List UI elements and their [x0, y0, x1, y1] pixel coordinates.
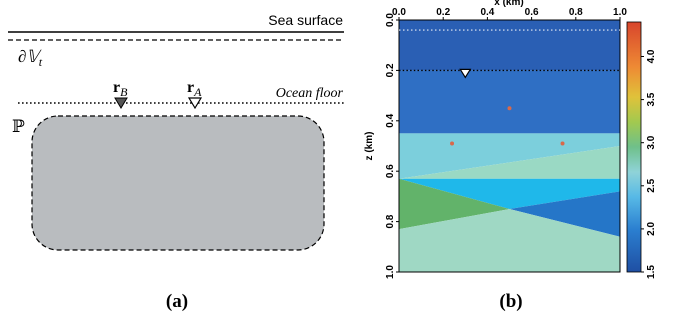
colorbar	[626, 21, 642, 273]
colorbar-tick-label: 2.0	[646, 222, 657, 236]
y-tick-label: 1.0	[385, 265, 396, 279]
sediment-layer	[399, 70, 620, 134]
colorbar-ticks: 1.5 2.0 2.5 3.0 3.5 4.0	[641, 49, 657, 279]
panel-b: 0.0 0.2 0.4 0.6 0.8 1.0 0.0 0.2 0.4 0.6 0.8 1.0 x …	[364, 0, 657, 312]
blue-wedge	[509, 191, 620, 237]
receiver-b-label: rB	[113, 79, 128, 99]
colorbar-tick-label: 4.0	[646, 49, 657, 63]
x-tick-label: 1.0	[613, 7, 627, 18]
x-tick-label: 0.4	[480, 7, 494, 18]
colorbar-tick-label: 1.5	[646, 265, 657, 279]
water-layer	[399, 20, 620, 71]
y-tick-label: 0.4	[385, 113, 396, 127]
domain-label: ℙ	[12, 117, 25, 136]
x-tick-label: 0.6	[525, 7, 539, 18]
cyan-band	[399, 178, 620, 209]
x-tick-label: 0.2	[436, 7, 450, 18]
model-marks	[399, 29, 620, 146]
y-tick-label: 0.0	[385, 13, 396, 27]
colorbar-tick-label: 3.0	[646, 135, 657, 149]
receiver-a-marker	[187, 97, 203, 110]
domain-region	[31, 115, 325, 251]
receiver-a-label: rA	[187, 79, 202, 99]
colorbar-tick-label: 2.5	[646, 178, 657, 192]
source-point-1	[507, 106, 512, 111]
x-axis-ticks: 0.0 0.2 0.4 0.6 0.8 1.0	[392, 7, 627, 20]
y-tick-label: 0.6	[385, 164, 396, 178]
panel-a: Sea surface ∂𝕍t Ocean floor rB rA ℙ (a)	[8, 12, 344, 312]
x-tick-label: 0.8	[569, 7, 583, 18]
receiver-b-marker	[114, 97, 128, 109]
x-axis-label: x (km)	[494, 0, 523, 8]
caption-a: (a)	[166, 291, 188, 312]
caption-b: (b)	[499, 291, 522, 312]
y-tick-label: 0.2	[385, 63, 396, 77]
green-wedge	[399, 178, 510, 230]
receiver-marker	[459, 68, 472, 79]
teal-wedge	[399, 133, 620, 179]
ocean-floor-label: Ocean floor	[276, 86, 344, 101]
bottom-layer	[399, 209, 620, 272]
y-axis-label: z (km)	[364, 132, 375, 161]
sea-surface-label: Sea surface	[268, 12, 343, 28]
boundary-label: ∂𝕍t	[18, 47, 43, 69]
velocity-model	[399, 20, 620, 272]
colorbar-tick-label: 3.5	[646, 92, 657, 106]
y-axis-ticks: 0.0 0.2 0.4 0.6 0.8 1.0	[385, 13, 399, 279]
plot-frame	[398, 19, 621, 273]
source-point-2	[450, 141, 455, 146]
green-light-wedge	[399, 146, 620, 179]
source-point-3	[560, 141, 565, 146]
y-tick-label: 0.8	[385, 214, 396, 228]
x-tick-label: 0.0	[392, 7, 406, 18]
